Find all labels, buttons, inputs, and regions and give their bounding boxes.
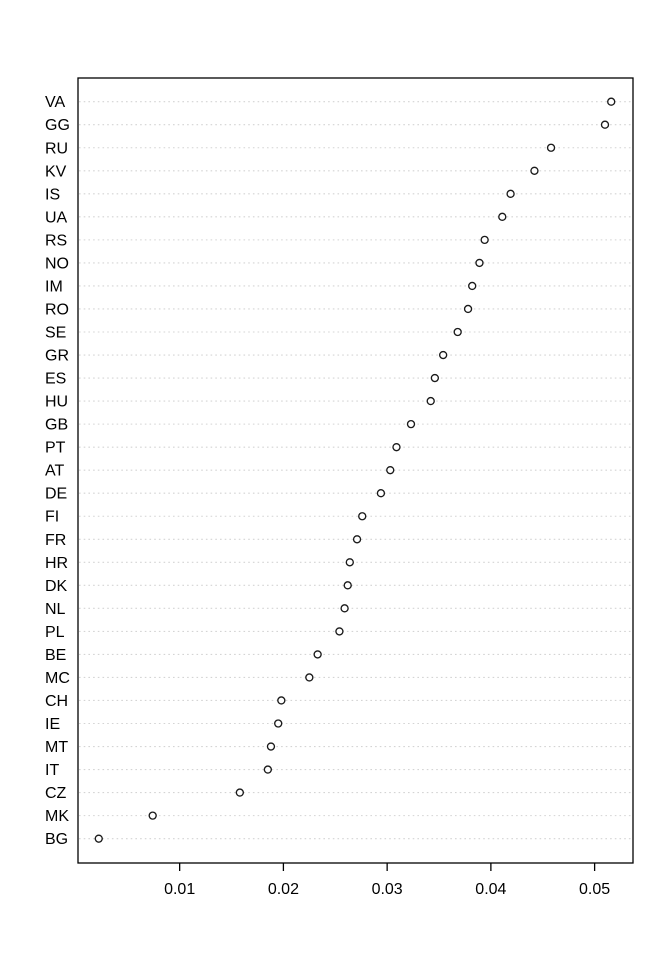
data-point — [426, 396, 435, 406]
data-point — [266, 742, 276, 751]
category-label: IE — [45, 716, 60, 733]
category-label: GB — [45, 417, 68, 434]
data-point — [313, 650, 322, 659]
category-label: CH — [45, 693, 68, 710]
category-label: HU — [45, 394, 68, 411]
data-point — [546, 143, 556, 152]
category-label: BG — [45, 831, 68, 848]
category-label: VA — [45, 94, 65, 111]
data-point — [463, 304, 473, 314]
category-label: NL — [45, 601, 66, 618]
category-label: MT — [45, 739, 68, 756]
data-point — [263, 765, 273, 774]
data-point — [475, 258, 484, 268]
category-label: MK — [45, 808, 69, 825]
x-tick-label: 0.04 — [475, 881, 506, 898]
data-point — [148, 811, 157, 820]
category-label: MC — [45, 670, 70, 687]
category-label: PL — [45, 624, 65, 641]
category-label: GG — [45, 117, 70, 134]
data-point — [94, 834, 103, 843]
category-label: HR — [45, 555, 68, 572]
data-point — [376, 489, 386, 498]
x-tick-label: 0.03 — [372, 881, 403, 898]
data-point — [358, 512, 367, 521]
data-point — [530, 166, 539, 175]
category-label: SE — [45, 325, 66, 342]
data-point — [600, 120, 610, 129]
category-label: FI — [45, 509, 59, 526]
data-point — [607, 97, 616, 106]
data-point — [438, 350, 448, 360]
data-point — [277, 696, 286, 705]
category-label: GR — [45, 348, 69, 365]
data-point — [498, 212, 507, 222]
category-label: RO — [45, 301, 69, 318]
data-point — [386, 466, 395, 475]
data-point — [352, 535, 362, 544]
data-point — [305, 673, 314, 682]
data-point — [480, 235, 489, 245]
category-label: BE — [45, 647, 66, 664]
plot-border — [77, 77, 634, 864]
category-label: CZ — [45, 785, 67, 802]
category-label: NO — [45, 255, 69, 272]
category-label: UA — [45, 209, 68, 226]
category-label: RS — [45, 232, 67, 249]
category-label: DK — [45, 578, 68, 595]
data-point — [430, 373, 440, 383]
category-label: PT — [45, 440, 66, 457]
category-label: DE — [45, 486, 67, 503]
category-label: IM — [45, 278, 63, 295]
data-point — [343, 581, 352, 590]
x-tick-label: 0.02 — [268, 881, 299, 898]
data-point — [345, 558, 354, 567]
category-label: KV — [45, 163, 67, 180]
category-label: IT — [45, 762, 59, 779]
x-tick-label: 0.01 — [164, 881, 195, 898]
data-point — [406, 419, 416, 429]
data-point — [340, 604, 349, 613]
category-label: IS — [45, 186, 60, 203]
data-point — [274, 719, 283, 728]
category-label: FR — [45, 532, 66, 549]
data-point — [468, 281, 477, 291]
category-label: AT — [45, 463, 64, 480]
data-point — [392, 442, 401, 452]
category-label: RU — [45, 140, 68, 157]
category-label: ES — [45, 371, 66, 388]
x-tick-label: 0.05 — [579, 881, 610, 898]
data-point — [335, 627, 344, 636]
data-point — [506, 189, 515, 198]
data-point — [235, 788, 245, 797]
data-point — [453, 327, 462, 337]
